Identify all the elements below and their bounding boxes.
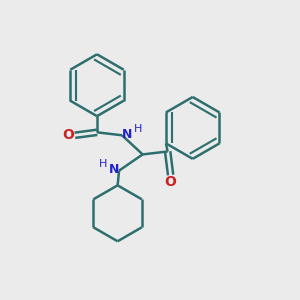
Text: O: O: [165, 175, 176, 188]
Text: H: H: [134, 124, 142, 134]
Text: H: H: [98, 159, 107, 169]
Text: N: N: [109, 163, 119, 176]
Text: O: O: [62, 128, 74, 142]
Text: N: N: [122, 128, 132, 141]
